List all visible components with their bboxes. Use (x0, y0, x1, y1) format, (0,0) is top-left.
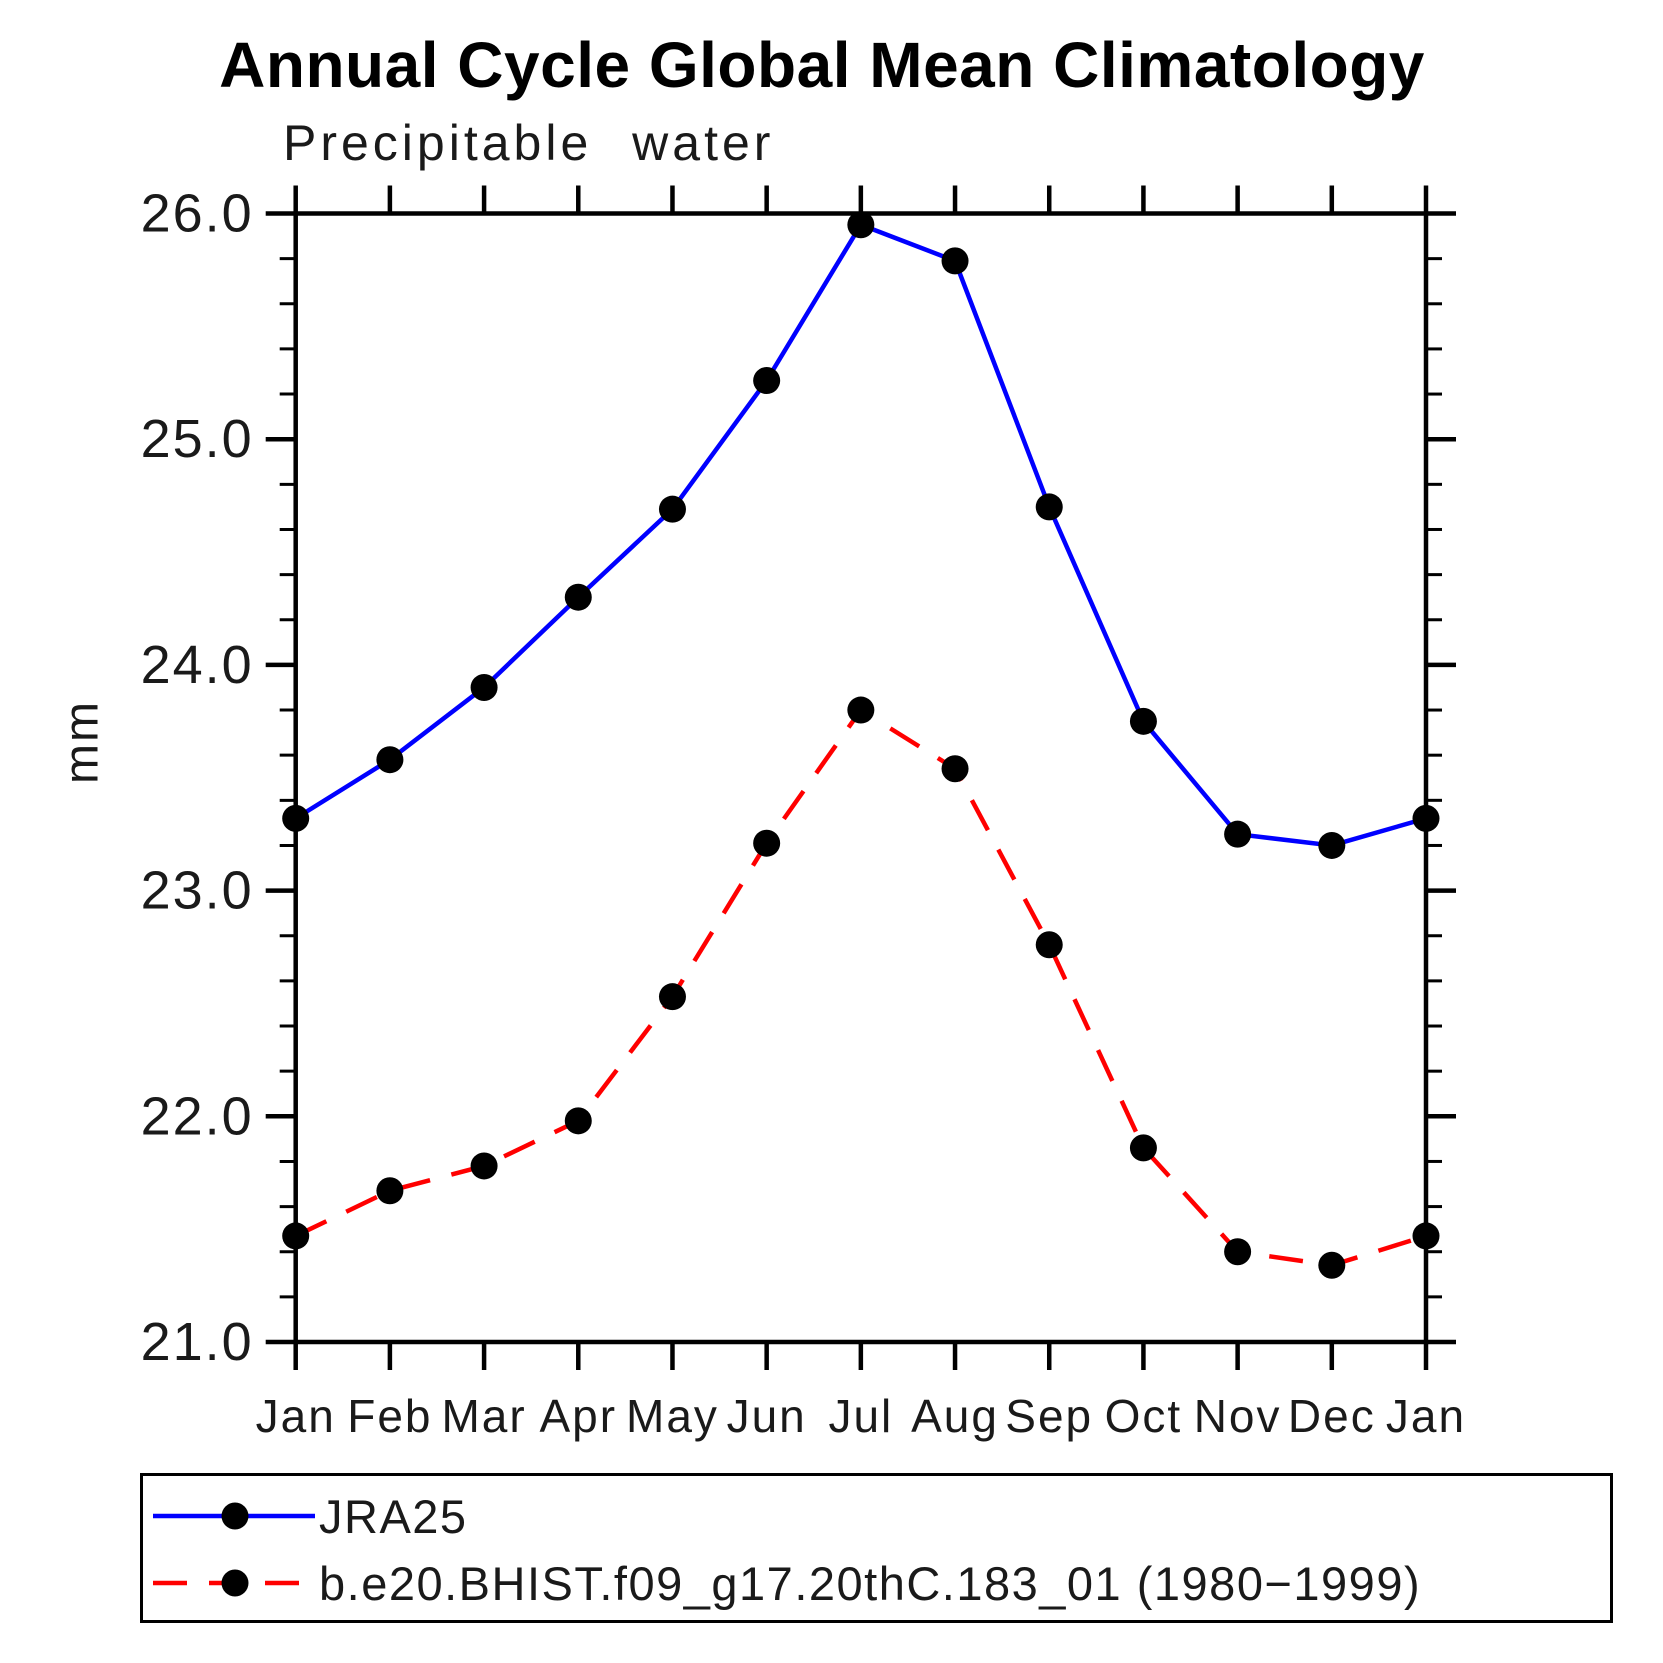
data-point-marker-jra25 (941, 247, 969, 275)
data-point-marker-jra25 (470, 673, 498, 701)
data-point-marker-model (658, 983, 686, 1011)
legend-sample-marker (221, 1569, 249, 1597)
data-point-marker-model (1224, 1238, 1252, 1266)
legend-line-sample-jra25 (153, 1502, 315, 1530)
data-point-marker-model (376, 1177, 404, 1205)
legend-item-model: b.e20.BHIST.f09_g17.20thC.183_01 (1980−1… (149, 1555, 1421, 1611)
x-axis-label: Jul (828, 1390, 893, 1442)
data-point-marker-model (1035, 931, 1063, 959)
x-axis-label: Oct (1105, 1390, 1183, 1442)
x-axis-label: Aug (911, 1390, 999, 1442)
data-point-marker-model (1412, 1222, 1440, 1250)
x-axis-label: Sep (1005, 1390, 1093, 1442)
legend-label-model: b.e20.BHIST.f09_g17.20thC.183_01 (1980−1… (319, 1556, 1422, 1610)
data-point-marker-jra25 (564, 583, 592, 611)
x-axis-label: Jun (727, 1390, 807, 1442)
y-axis-label: 22.0 (141, 1086, 254, 1146)
series-line-jra25 (294, 222, 1427, 848)
x-axis-label: Nov (1194, 1390, 1282, 1442)
data-point-marker-jra25 (1129, 707, 1157, 735)
x-axis-label: Dec (1288, 1390, 1376, 1442)
legend-sample-marker (221, 1502, 249, 1530)
data-point-marker-model (470, 1152, 498, 1180)
data-point-marker-jra25 (282, 804, 310, 832)
data-point-marker-model (847, 696, 875, 724)
legend-label-jra25: JRA25 (319, 1489, 468, 1543)
data-point-marker-jra25 (376, 746, 404, 774)
data-point-marker-jra25 (1224, 820, 1252, 848)
y-axis-label: 23.0 (141, 861, 254, 921)
y-axis-title: mm (55, 700, 109, 784)
legend-line-sample-model (153, 1569, 315, 1597)
y-axis-label: 21.0 (141, 1312, 254, 1372)
data-point-marker-jra25 (1035, 493, 1063, 521)
data-point-marker-model (1129, 1134, 1157, 1162)
y-axis-label: 24.0 (141, 635, 254, 695)
data-point-marker-model (564, 1107, 592, 1135)
data-point-marker-jra25 (1318, 831, 1346, 859)
data-point-marker-jra25 (658, 495, 686, 523)
legend: JRA25 b.e20.BHIST.f09_g17.20thC.183_01 (… (140, 1473, 1613, 1623)
y-axis-label: 25.0 (141, 409, 254, 469)
x-axis-label: Feb (347, 1390, 432, 1442)
y-axis-label: 26.0 (141, 184, 254, 244)
x-axis-label: Apr (539, 1390, 617, 1442)
data-point-marker-model (941, 755, 969, 783)
series-line-model (294, 707, 1427, 1268)
x-axis-label: Jan (256, 1390, 336, 1442)
chart-title: Annual Cycle Global Mean Climatology (219, 29, 1425, 101)
data-point-marker-jra25 (847, 211, 875, 239)
data-point-marker-model (753, 829, 781, 857)
data-point-marker-jra25 (1412, 804, 1440, 832)
data-point-marker-jra25 (753, 367, 781, 395)
chart-subtitle: Precipitable water (283, 115, 775, 171)
x-axis-label: Jan (1386, 1390, 1466, 1442)
data-point-marker-model (282, 1222, 310, 1250)
data-point-marker-model (1318, 1251, 1346, 1279)
x-axis-label: May (626, 1390, 719, 1442)
x-axis-label: Mar (441, 1390, 526, 1442)
legend-item-jra25: JRA25 (149, 1488, 468, 1544)
